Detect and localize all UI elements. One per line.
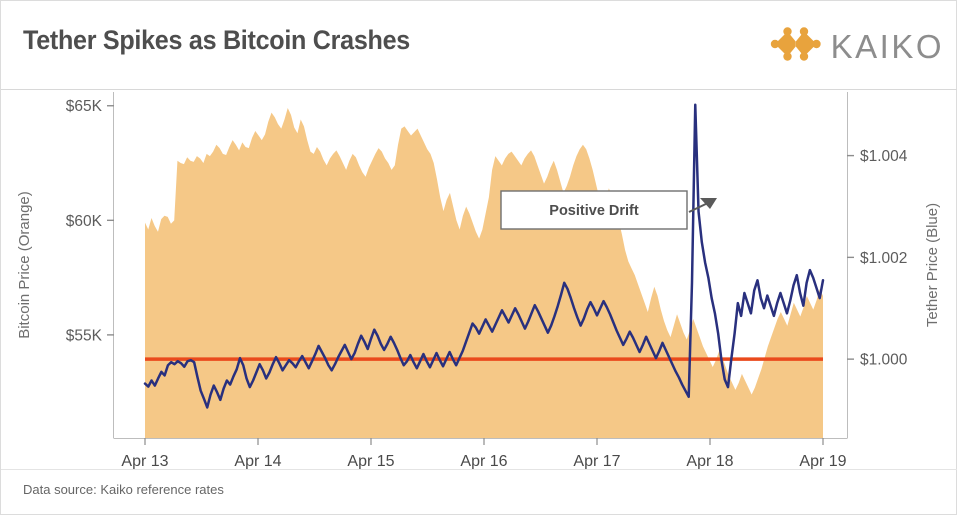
x-axis-tick-label: Apr 19	[799, 453, 846, 470]
right-axis-tick-label: $1.000	[860, 352, 908, 369]
chart-footer: Data source: Kaiko reference rates	[1, 469, 957, 514]
annotation-label: Positive Drift	[549, 203, 639, 219]
right-axis-title: Tether Price (Blue)	[924, 203, 941, 327]
kaiko-diamond-icon	[770, 26, 822, 66]
x-axis-tick-label: Apr 18	[686, 453, 733, 470]
left-axis-ticks: $65K $60K $55K	[66, 98, 114, 344]
annotation-positive-drift: Positive Drift	[500, 190, 717, 230]
dual-axis-chart: $65K $60K $55K Bitcoin Price (Orange) $1.0…	[16, 92, 941, 470]
kaiko-logo: KAIKO	[770, 26, 944, 66]
x-axis-ticks: Apr 13 Apr 14 Apr 15 Apr 16 Apr 17 Apr 18 Apr …	[121, 438, 847, 470]
arrow-right-icon	[700, 198, 717, 209]
bitcoin-price-area	[145, 108, 823, 438]
left-axis-tick-label: $55K	[66, 327, 103, 344]
x-axis-tick-label: Apr 14	[234, 453, 281, 470]
right-axis-ticks: $1.004 $1.002 $1.000	[847, 148, 908, 369]
x-axis-tick-label: Apr 13	[121, 453, 168, 470]
right-axis-tick-label: $1.004	[860, 148, 908, 165]
annotation-box	[500, 190, 688, 230]
tether-price-line	[143, 103, 825, 409]
x-axis-tick-label: Apr 17	[573, 453, 620, 470]
chart-plot-area: $65K $60K $55K Bitcoin Price (Orange) $1.0…	[1, 90, 957, 471]
source-note: Data source: Kaiko reference rates	[23, 482, 224, 497]
x-axis-tick-label: Apr 16	[460, 453, 507, 470]
left-axis-tick-label: $65K	[66, 98, 103, 115]
x-axis-tick-label: Apr 15	[347, 453, 394, 470]
left-axis-title: Bitcoin Price (Orange)	[16, 191, 33, 339]
chart-header: Tether Spikes as Bitcoin Crashes	[1, 1, 957, 90]
brand-wordmark: KAIKO	[830, 27, 944, 65]
page-title: Tether Spikes as Bitcoin Crashes	[23, 25, 410, 55]
left-axis-tick-label: $60K	[66, 213, 103, 230]
right-axis-tick-label: $1.002	[860, 250, 907, 267]
